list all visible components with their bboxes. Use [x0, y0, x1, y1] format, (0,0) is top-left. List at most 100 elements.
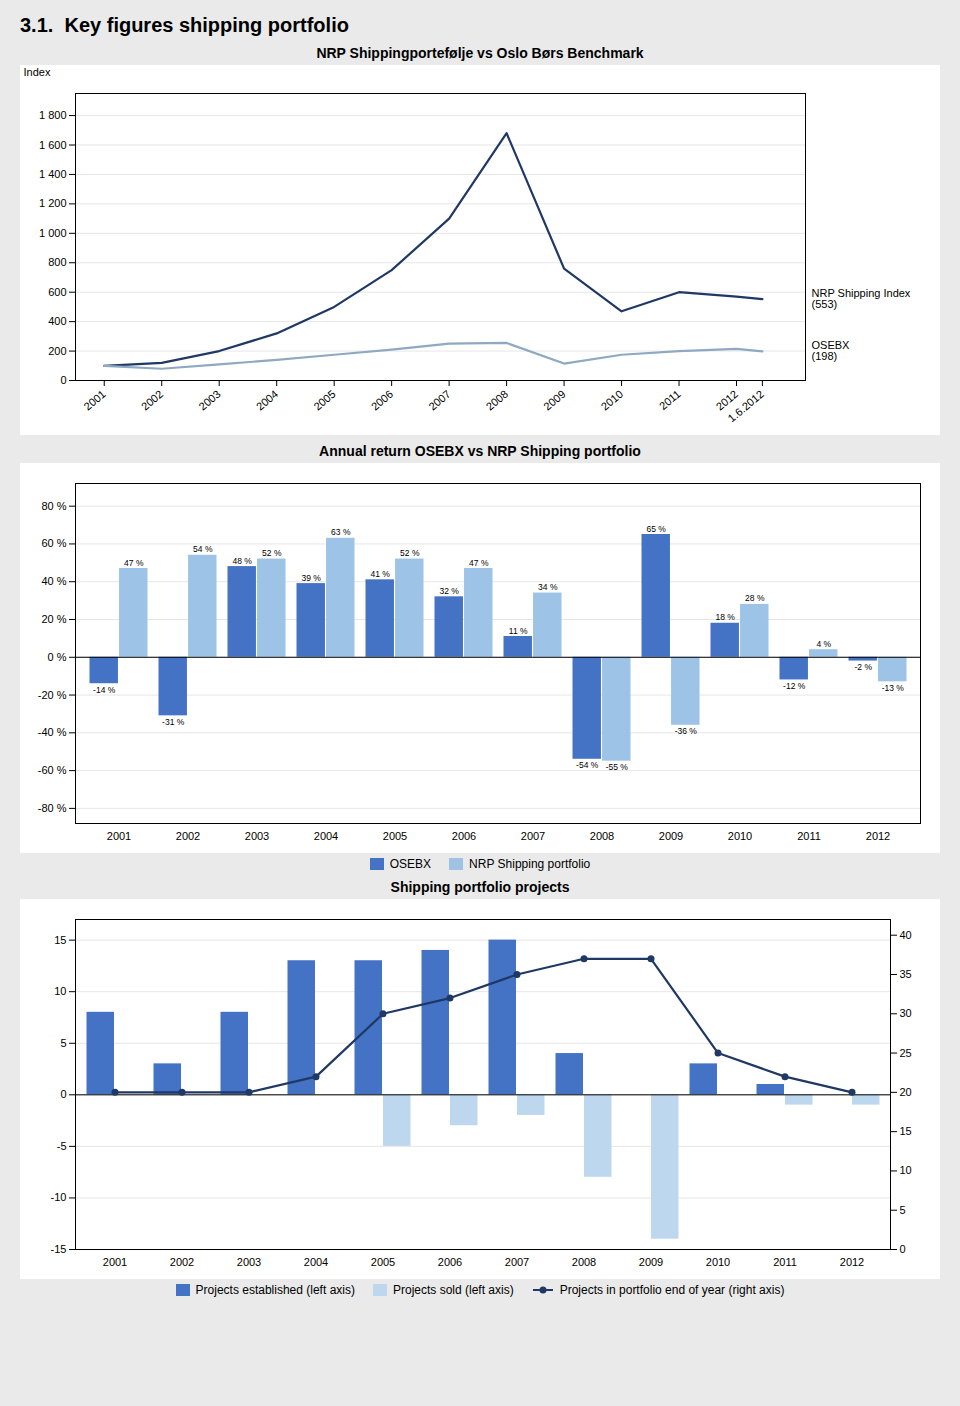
svg-text:600: 600	[48, 286, 66, 298]
svg-text:2002: 2002	[170, 1256, 194, 1268]
svg-text:2008: 2008	[572, 1256, 596, 1268]
svg-text:800: 800	[48, 256, 66, 268]
svg-text:20 %: 20 %	[41, 613, 66, 625]
svg-text:Index: Index	[24, 66, 51, 78]
svg-text:2010: 2010	[706, 1256, 730, 1268]
svg-text:40: 40	[900, 929, 912, 941]
svg-text:-54 %: -54 %	[576, 760, 599, 770]
svg-text:35: 35	[900, 968, 912, 980]
svg-text:2005: 2005	[371, 1256, 395, 1268]
svg-text:-14 %: -14 %	[93, 685, 116, 695]
svg-text:34 %: 34 %	[538, 582, 558, 592]
svg-text:400: 400	[48, 315, 66, 327]
svg-text:0: 0	[900, 1243, 906, 1255]
svg-text:-60 %: -60 %	[38, 764, 67, 776]
svg-text:15: 15	[900, 1125, 912, 1137]
svg-text:2004: 2004	[254, 388, 280, 413]
svg-text:2004: 2004	[304, 1256, 328, 1268]
svg-text:-12 %: -12 %	[783, 681, 806, 691]
svg-text:2008: 2008	[590, 830, 614, 842]
svg-text:4 %: 4 %	[816, 639, 831, 649]
svg-text:0: 0	[60, 374, 66, 386]
svg-text:2009: 2009	[659, 830, 683, 842]
svg-text:52 %: 52 %	[400, 548, 420, 558]
svg-text:25: 25	[900, 1047, 912, 1059]
svg-text:2001: 2001	[81, 388, 107, 413]
svg-text:2009: 2009	[639, 1256, 663, 1268]
svg-text:-31 %: -31 %	[162, 717, 185, 727]
svg-text:1 800: 1 800	[39, 109, 67, 121]
svg-text:80 %: 80 %	[41, 500, 66, 512]
svg-text:1 400: 1 400	[39, 168, 67, 180]
svg-text:200: 200	[48, 345, 66, 357]
svg-text:5: 5	[900, 1204, 906, 1216]
svg-text:54 %: 54 %	[193, 544, 213, 554]
svg-text:48 %: 48 %	[233, 556, 253, 566]
svg-text:2007: 2007	[426, 388, 452, 413]
svg-text:2002: 2002	[139, 388, 165, 413]
svg-text:2001: 2001	[103, 1256, 127, 1268]
svg-text:5: 5	[60, 1037, 66, 1049]
svg-text:2005: 2005	[383, 830, 407, 842]
svg-text:2003: 2003	[245, 830, 269, 842]
svg-text:15: 15	[54, 934, 66, 946]
svg-text:11 %: 11 %	[509, 626, 528, 636]
svg-text:28 %: 28 %	[745, 593, 765, 603]
svg-text:2006: 2006	[369, 388, 395, 413]
svg-text:-80 %: -80 %	[38, 802, 67, 814]
svg-text:1.6.2012: 1.6.2012	[725, 388, 766, 425]
svg-text:10: 10	[54, 985, 66, 997]
svg-text:2002: 2002	[176, 830, 200, 842]
svg-text:65 %: 65 %	[647, 524, 667, 534]
svg-text:-5: -5	[57, 1140, 67, 1152]
svg-text:2006: 2006	[452, 830, 476, 842]
svg-text:2011: 2011	[657, 388, 683, 412]
html-text:3.1. Key figures shipping port: 3.1. Key figures shipping portfolio	[20, 14, 349, 36]
svg-text:10: 10	[900, 1164, 912, 1176]
svg-text:OSEBX(198): OSEBX(198)	[812, 339, 851, 362]
svg-text:-36 %: -36 %	[675, 726, 698, 736]
svg-text:2012: 2012	[840, 1256, 864, 1268]
svg-text:-15: -15	[51, 1243, 67, 1255]
svg-text:2007: 2007	[505, 1256, 529, 1268]
svg-text:-13 %: -13 %	[882, 683, 905, 693]
svg-text:20: 20	[900, 1086, 912, 1098]
svg-text:2010: 2010	[728, 830, 752, 842]
svg-text:NRP Shipping Index(553): NRP Shipping Index(553)	[812, 287, 911, 310]
svg-text:2011: 2011	[773, 1256, 797, 1268]
svg-text:2003: 2003	[237, 1256, 261, 1268]
svg-text:-40 %: -40 %	[38, 726, 67, 738]
svg-text:60 %: 60 %	[41, 537, 66, 549]
svg-text:47 %: 47 %	[124, 558, 144, 568]
svg-text:-55 %: -55 %	[606, 762, 629, 772]
svg-text:52 %: 52 %	[262, 548, 282, 558]
svg-text:2009: 2009	[541, 388, 567, 413]
svg-text:2004: 2004	[314, 830, 338, 842]
svg-text:2001: 2001	[107, 830, 131, 842]
svg-text:-20 %: -20 %	[38, 689, 67, 701]
svg-text:18 %: 18 %	[716, 612, 736, 622]
svg-text:1 200: 1 200	[39, 197, 67, 209]
svg-text:2003: 2003	[196, 388, 222, 413]
svg-text:2010: 2010	[599, 388, 625, 413]
svg-text:-10: -10	[51, 1191, 67, 1203]
svg-text:1 600: 1 600	[39, 139, 67, 151]
svg-text:2005: 2005	[311, 388, 337, 413]
svg-text:2007: 2007	[521, 830, 545, 842]
svg-text:30: 30	[900, 1007, 912, 1019]
svg-text:32 %: 32 %	[440, 586, 460, 596]
svg-text:39 %: 39 %	[302, 573, 322, 583]
svg-text:2012: 2012	[866, 830, 890, 842]
svg-text:41 %: 41 %	[371, 569, 391, 579]
svg-text:63 %: 63 %	[331, 527, 351, 537]
svg-text:2011: 2011	[797, 830, 821, 842]
svg-text:0: 0	[60, 1088, 66, 1100]
svg-text:1 000: 1 000	[39, 227, 67, 239]
svg-text:2006: 2006	[438, 1256, 462, 1268]
svg-text:40 %: 40 %	[41, 575, 66, 587]
svg-text:2008: 2008	[484, 388, 510, 413]
svg-text:47 %: 47 %	[469, 558, 489, 568]
svg-text:-2 %: -2 %	[854, 662, 872, 672]
svg-text:0 %: 0 %	[48, 651, 67, 663]
html-text:NRP Shippingportefølje vs Oslo: NRP Shippingportefølje vs Oslo Børs Benc…	[316, 45, 644, 61]
